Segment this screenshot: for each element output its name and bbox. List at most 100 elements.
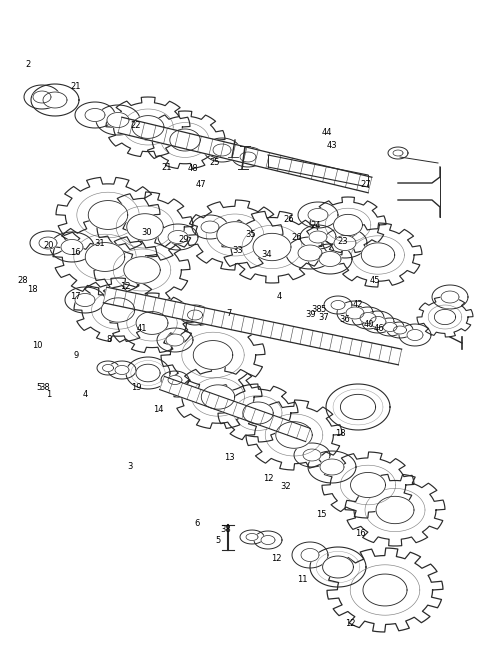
Polygon shape (180, 305, 210, 325)
Polygon shape (370, 316, 386, 328)
Text: 34: 34 (261, 250, 272, 259)
Polygon shape (394, 326, 407, 334)
Text: 45: 45 (369, 276, 380, 285)
Text: 12: 12 (271, 553, 281, 563)
Polygon shape (188, 310, 203, 320)
Polygon shape (118, 117, 372, 193)
Text: 5: 5 (320, 305, 325, 314)
Text: 47: 47 (195, 180, 206, 189)
Polygon shape (268, 155, 368, 187)
Text: 38: 38 (40, 383, 50, 392)
Polygon shape (417, 297, 473, 337)
Polygon shape (132, 115, 164, 138)
Text: 11: 11 (297, 575, 308, 584)
Text: 38: 38 (312, 305, 322, 314)
Text: 4: 4 (83, 390, 88, 399)
Polygon shape (240, 152, 256, 162)
Polygon shape (136, 312, 168, 335)
Text: 46: 46 (374, 324, 384, 333)
Polygon shape (145, 111, 225, 168)
Polygon shape (393, 150, 403, 156)
Polygon shape (85, 109, 105, 121)
Polygon shape (126, 357, 170, 389)
Polygon shape (286, 237, 334, 269)
Polygon shape (24, 85, 60, 109)
Polygon shape (161, 371, 189, 389)
Polygon shape (103, 364, 113, 371)
Polygon shape (50, 232, 94, 262)
Polygon shape (346, 307, 364, 319)
Polygon shape (331, 301, 345, 310)
Polygon shape (337, 301, 373, 325)
Polygon shape (323, 556, 353, 578)
Polygon shape (61, 240, 83, 255)
Polygon shape (107, 113, 129, 128)
Polygon shape (115, 365, 129, 375)
Polygon shape (300, 225, 336, 249)
Text: 41: 41 (136, 324, 147, 333)
Polygon shape (192, 215, 228, 239)
Polygon shape (246, 534, 258, 540)
Text: 24: 24 (311, 221, 321, 231)
Text: 4: 4 (277, 291, 282, 301)
Polygon shape (97, 192, 193, 262)
Text: 31: 31 (95, 239, 105, 248)
Text: 35: 35 (245, 230, 256, 239)
Polygon shape (127, 214, 163, 240)
Polygon shape (376, 496, 414, 524)
Polygon shape (345, 474, 445, 546)
Polygon shape (53, 219, 157, 295)
Text: 14: 14 (153, 405, 164, 414)
Polygon shape (94, 235, 190, 305)
Text: 9: 9 (73, 350, 78, 360)
Text: 8: 8 (107, 335, 112, 344)
Polygon shape (360, 312, 376, 324)
Text: 28: 28 (18, 276, 28, 285)
Text: 21: 21 (162, 162, 172, 172)
Text: 15: 15 (316, 510, 327, 519)
Polygon shape (201, 385, 235, 409)
Polygon shape (157, 328, 193, 352)
Polygon shape (323, 228, 367, 258)
Polygon shape (213, 144, 231, 156)
Polygon shape (298, 245, 322, 261)
Polygon shape (441, 291, 459, 303)
Polygon shape (222, 212, 322, 283)
Text: 26: 26 (284, 215, 294, 224)
Text: 5: 5 (37, 383, 42, 392)
Text: 33: 33 (232, 246, 243, 255)
Polygon shape (124, 257, 160, 284)
Polygon shape (201, 221, 219, 233)
Polygon shape (308, 244, 352, 274)
Polygon shape (320, 459, 344, 475)
Polygon shape (308, 451, 356, 483)
Text: 18: 18 (336, 429, 346, 438)
Polygon shape (352, 307, 384, 329)
Text: 22: 22 (130, 121, 141, 130)
Text: 36: 36 (339, 315, 350, 324)
Polygon shape (376, 318, 404, 336)
Text: 43: 43 (327, 141, 337, 150)
Polygon shape (362, 311, 394, 333)
Polygon shape (319, 252, 341, 267)
Polygon shape (182, 309, 194, 317)
Polygon shape (204, 138, 240, 162)
Text: 29: 29 (178, 234, 189, 244)
Polygon shape (310, 197, 386, 253)
Polygon shape (363, 574, 407, 606)
Polygon shape (31, 84, 79, 116)
Polygon shape (243, 402, 273, 424)
Polygon shape (218, 384, 298, 442)
Polygon shape (303, 449, 321, 461)
Text: 40: 40 (363, 320, 374, 329)
Polygon shape (261, 536, 275, 544)
Polygon shape (168, 231, 188, 244)
Polygon shape (30, 231, 66, 255)
Text: 19: 19 (132, 383, 142, 392)
Polygon shape (33, 91, 51, 103)
Polygon shape (322, 452, 414, 518)
Text: 7: 7 (227, 309, 232, 318)
Polygon shape (161, 317, 265, 393)
Polygon shape (96, 105, 140, 135)
Polygon shape (294, 443, 330, 467)
